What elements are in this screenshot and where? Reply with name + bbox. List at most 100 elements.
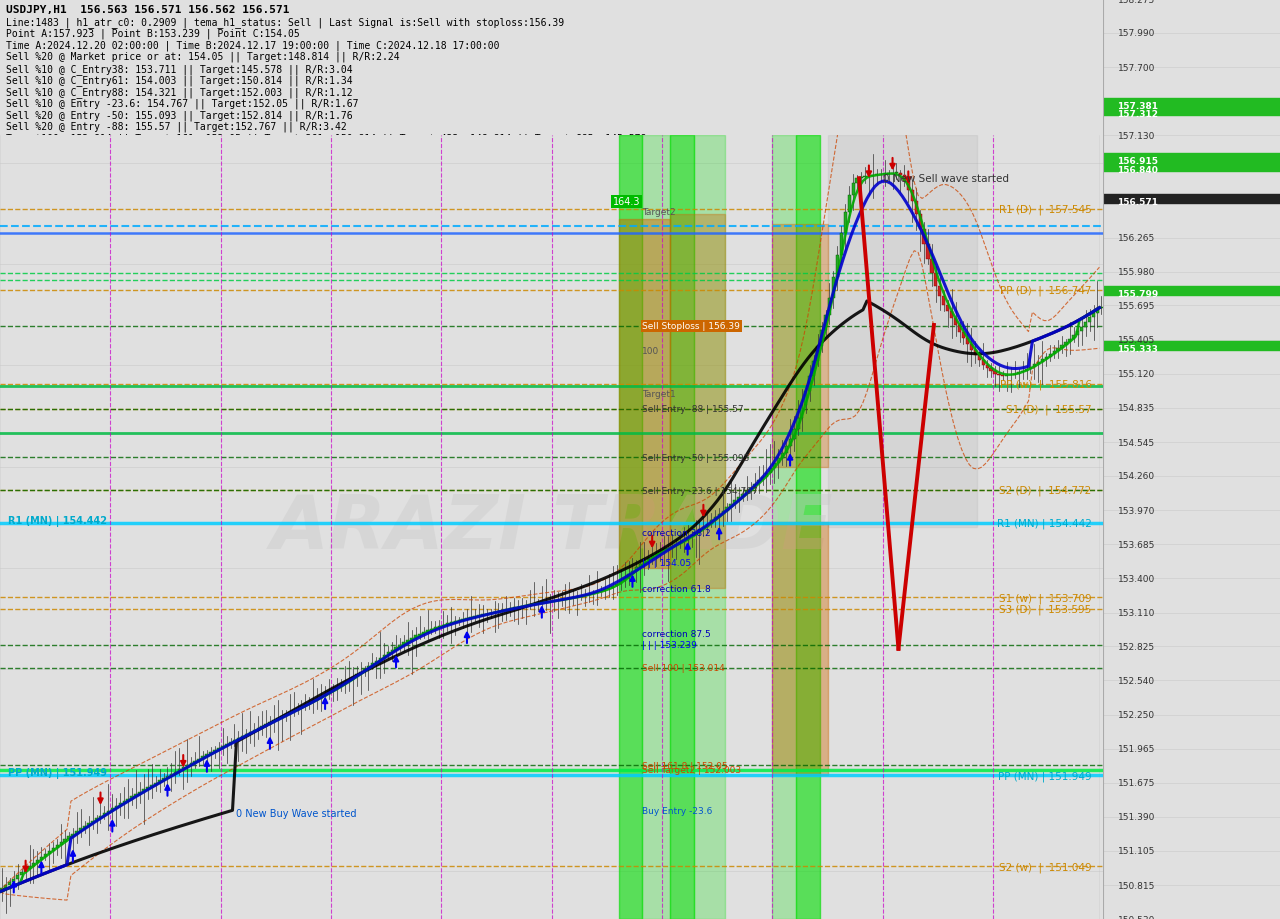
Bar — [343, 683, 347, 685]
Bar — [781, 453, 783, 459]
Text: Sell %20 @ Entry -88: 155.57 || Target:152.767 || R/R:3.42: Sell %20 @ Entry -88: 155.57 || Target:1… — [5, 121, 347, 132]
Text: Sell %10 @ C_Entry38: 153.711 || Target:145.578 || R/R:3.04: Sell %10 @ C_Entry38: 153.711 || Target:… — [5, 63, 352, 74]
Bar — [658, 551, 662, 553]
Bar — [718, 515, 721, 517]
Bar — [1096, 309, 1100, 313]
Text: correction 38.2: correction 38.2 — [643, 528, 710, 538]
Bar — [772, 224, 827, 467]
Text: Time A:2024.12.20 02:00:00 | Time B:2024.12.17 19:00:00 | Time C:2024.12.18 17:0: Time A:2024.12.20 02:00:00 | Time B:2024… — [5, 40, 499, 51]
Bar — [1080, 327, 1083, 332]
Bar — [119, 803, 122, 806]
Bar — [832, 278, 835, 299]
Bar — [438, 626, 440, 628]
Bar — [146, 788, 150, 789]
Text: Target2: Target2 — [643, 208, 676, 217]
Bar — [623, 578, 626, 582]
Bar — [1088, 318, 1091, 323]
Bar — [449, 622, 453, 624]
Bar — [1065, 343, 1068, 346]
Bar — [398, 645, 402, 647]
Text: 155.799: 155.799 — [1117, 289, 1158, 299]
Bar — [419, 634, 421, 636]
Bar — [0, 889, 4, 891]
Bar — [47, 851, 51, 854]
Bar — [296, 709, 300, 710]
Bar — [127, 799, 129, 801]
Text: R1 (D)  |  157.545: R1 (D) | 157.545 — [998, 205, 1092, 215]
Bar — [851, 184, 855, 196]
Bar — [316, 698, 319, 700]
Bar — [387, 652, 389, 655]
Bar — [986, 365, 988, 369]
Text: 157.700: 157.700 — [1117, 63, 1155, 73]
Text: Sell 100 | 153.014: Sell 100 | 153.014 — [643, 664, 724, 673]
Bar — [694, 533, 698, 536]
Text: 156.915: 156.915 — [1117, 157, 1158, 165]
Bar — [753, 484, 756, 488]
Text: Sell Entry -50 | 155.093: Sell Entry -50 | 155.093 — [643, 453, 750, 462]
Bar — [902, 176, 906, 182]
Bar — [836, 255, 838, 278]
Bar — [335, 687, 338, 689]
Bar — [950, 312, 954, 319]
Bar — [410, 638, 413, 641]
Bar — [355, 675, 358, 677]
Bar — [974, 350, 977, 356]
Bar — [4, 885, 8, 889]
Bar — [938, 287, 941, 297]
Bar — [115, 806, 118, 809]
Bar — [422, 632, 425, 634]
Bar — [978, 356, 980, 361]
Bar — [371, 664, 374, 666]
Bar — [265, 724, 268, 726]
Bar — [1103, 195, 1280, 204]
Bar — [51, 848, 55, 851]
Bar — [737, 498, 740, 501]
Bar — [788, 439, 791, 447]
Bar — [426, 630, 429, 632]
Bar — [186, 766, 188, 767]
Bar — [123, 801, 125, 803]
Bar — [170, 774, 173, 777]
Bar — [150, 785, 154, 788]
Bar — [76, 831, 78, 834]
Bar — [796, 136, 819, 919]
Bar — [197, 759, 201, 761]
Bar — [997, 374, 1001, 376]
Bar — [772, 523, 827, 776]
Bar — [189, 763, 193, 766]
Text: 158.275: 158.275 — [1117, 0, 1155, 5]
Text: 155.980: 155.980 — [1117, 267, 1155, 277]
Bar — [1076, 332, 1079, 335]
Bar — [237, 738, 239, 740]
Bar — [442, 625, 445, 626]
Bar — [466, 618, 468, 619]
Bar — [106, 811, 110, 813]
Bar — [946, 305, 950, 312]
Text: PP (w)  |  155.816: PP (w) | 155.816 — [1000, 380, 1092, 390]
Bar — [694, 136, 724, 919]
Bar — [611, 586, 614, 588]
Bar — [646, 558, 650, 561]
Text: 154.260: 154.260 — [1117, 472, 1155, 481]
Bar — [639, 564, 641, 567]
Bar — [1060, 346, 1064, 348]
Bar — [682, 540, 685, 542]
Text: 150.815: 150.815 — [1117, 880, 1155, 890]
Text: S3 (D)  |  153.595: S3 (D) | 153.595 — [1000, 604, 1092, 615]
Text: R1 (MN) | 154.442: R1 (MN) | 154.442 — [997, 518, 1092, 528]
Bar — [828, 299, 831, 315]
Text: Sell 161.8 | 152.05: Sell 161.8 | 152.05 — [643, 761, 728, 770]
Bar — [686, 538, 689, 540]
Bar — [769, 469, 772, 473]
Bar — [375, 661, 378, 664]
Bar — [957, 325, 961, 332]
Text: PP (MN) | 151.949: PP (MN) | 151.949 — [8, 767, 108, 778]
Bar — [844, 213, 847, 233]
Bar — [915, 202, 918, 215]
Text: 151.965: 151.965 — [1117, 744, 1155, 754]
Bar — [300, 707, 303, 709]
Text: 152.540: 152.540 — [1117, 676, 1155, 685]
Bar — [1052, 351, 1056, 355]
Bar — [989, 369, 992, 372]
